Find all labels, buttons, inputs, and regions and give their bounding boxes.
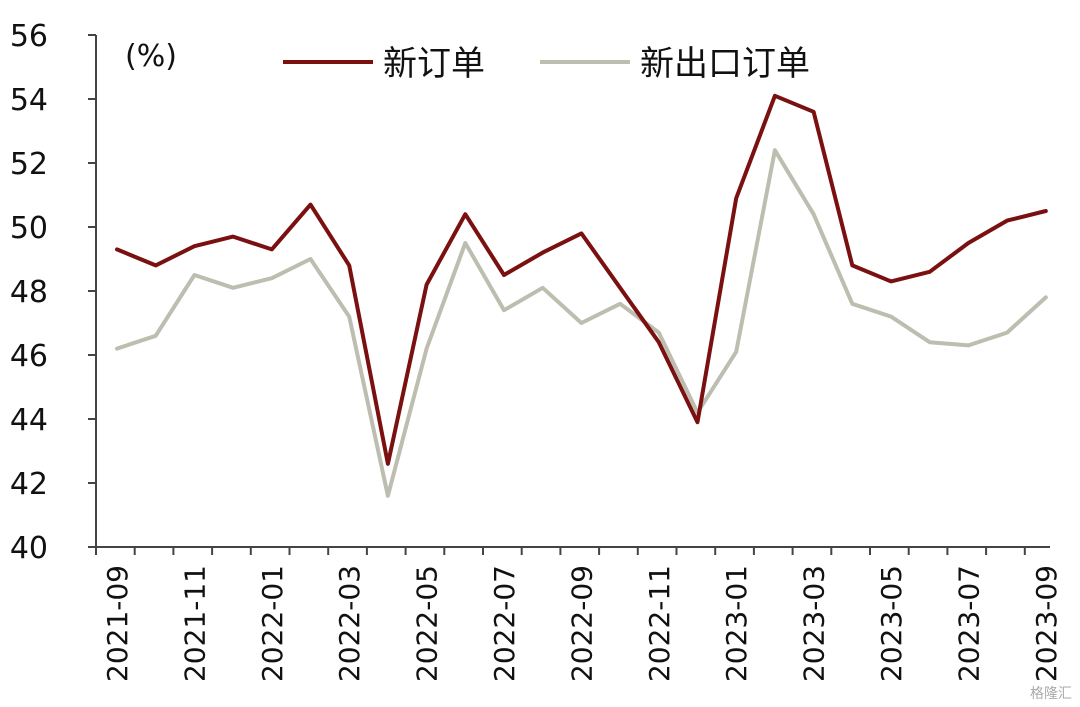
y-tick-label: 56 [10, 19, 48, 54]
y-tick-label: 40 [10, 531, 48, 566]
x-tick-label: 2023-01 [720, 565, 753, 682]
y-tick-label: 54 [10, 83, 48, 118]
y-tick-label: 48 [10, 275, 48, 310]
x-tick-label: 2022-03 [333, 565, 366, 682]
x-tick-label: 2022-01 [256, 565, 289, 682]
series-lines [115, 93, 1048, 498]
unit-label: (%) [125, 39, 177, 74]
x-tick-label: 2023-07 [952, 565, 985, 682]
y-tick-label: 46 [10, 339, 48, 374]
x-tick-label: 2021-09 [101, 565, 134, 682]
y-tick-label: 42 [10, 467, 48, 502]
x-tick-label: 2021-11 [178, 565, 211, 682]
x-tick-label: 2022-05 [411, 565, 444, 682]
legend-label-1: 新出口订单 [640, 44, 810, 84]
x-tick-label: 2023-09 [1030, 565, 1063, 682]
x-tick-label: 2023-05 [875, 565, 908, 682]
series-line-0 [115, 93, 1048, 466]
legend: 新订单 新出口订单 [283, 44, 810, 84]
x-tick-label: 2022-07 [488, 565, 521, 682]
x-tick-label: 2023-03 [798, 565, 831, 682]
y-tick-label: 44 [10, 403, 48, 438]
watermark: 格隆汇 [1030, 686, 1072, 702]
y-tick-label: 52 [10, 147, 48, 182]
x-tick-label: 2022-09 [565, 565, 598, 682]
x-axis: 2021-09 2021-11 2022-01 2022-03 2022-05 2022-… [95, 546, 1063, 682]
legend-label-0: 新订单 [383, 44, 485, 84]
y-tick-label: 50 [10, 211, 48, 246]
x-tick-label: 2022-11 [643, 565, 676, 682]
y-axis: 40 42 44 46 48 50 52 54 56 [10, 19, 97, 566]
